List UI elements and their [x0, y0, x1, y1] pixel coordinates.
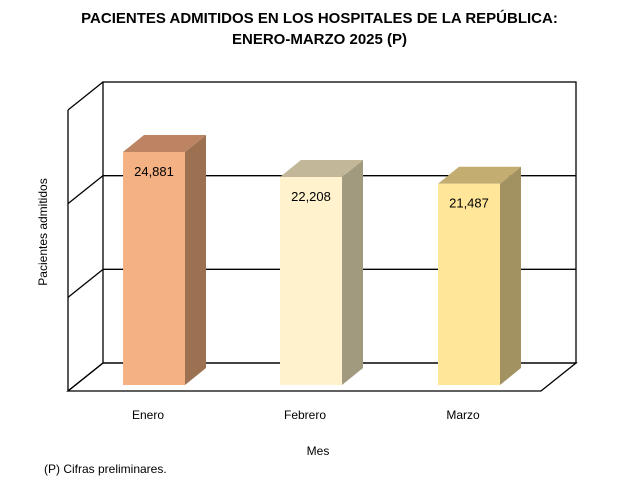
data-label: 22,208 — [291, 189, 331, 204]
chart-subtitle: ENERO-MARZO 2025 (P) — [231, 31, 408, 48]
bar-enero — [123, 151, 185, 385]
bar-side-febrero — [342, 159, 363, 385]
x-tick-label: Enero — [132, 408, 164, 422]
side-wall-edge — [67, 175, 104, 205]
bar-febrero — [280, 176, 342, 385]
bar-marzo — [438, 183, 500, 385]
bar-top-enero — [123, 134, 206, 152]
footnote: (P) Cifras preliminares. — [44, 462, 167, 476]
bar-top-febrero — [280, 159, 363, 177]
x-axis-label: Mes — [306, 444, 330, 458]
data-label: 24,881 — [134, 164, 174, 179]
data-label: 21,487 — [449, 196, 489, 211]
floor — [66, 362, 578, 392]
x-tick-label: Febrero — [284, 408, 326, 422]
chart-title: PACIENTES ADMITIDOS EN LOS HOSPITALES DE… — [81, 10, 558, 27]
x-tick-label: Marzo — [446, 408, 480, 422]
y-axis-label: Pacientes admitidos — [36, 178, 50, 286]
bar-top-marzo — [438, 166, 521, 184]
bar-side-marzo — [500, 166, 521, 385]
side-wall-edge — [67, 268, 104, 298]
bar-side-enero — [185, 134, 206, 385]
side-wall-edge — [67, 81, 104, 111]
